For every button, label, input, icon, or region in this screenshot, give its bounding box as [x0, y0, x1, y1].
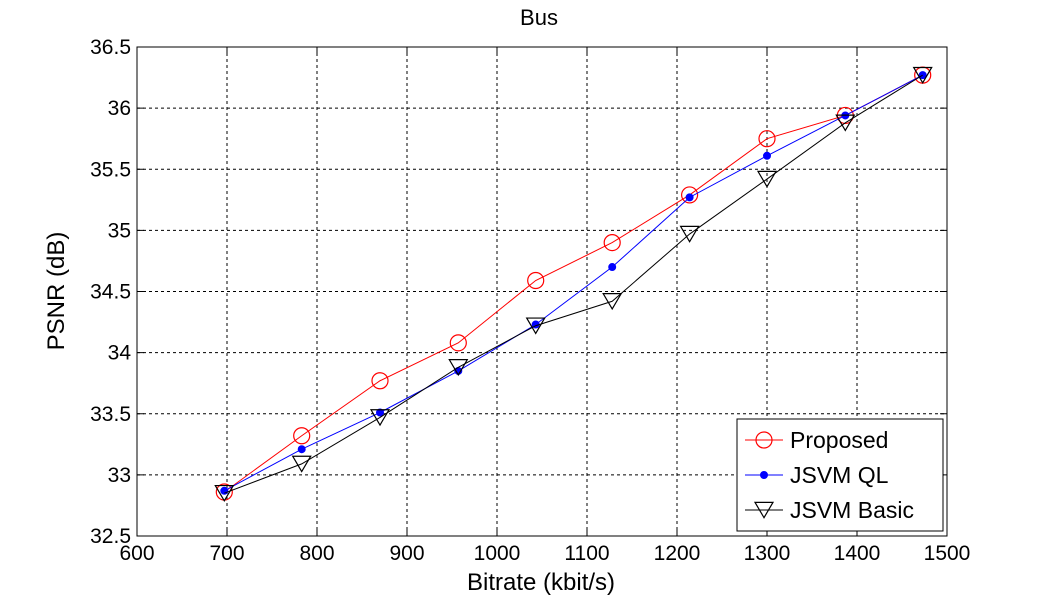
y-tick-label: 36	[108, 97, 131, 120]
data-point	[220, 486, 229, 495]
series-proposed	[215, 66, 932, 501]
data-point	[685, 193, 694, 202]
data-point	[835, 114, 856, 132]
x-axis-title: Bitrate (kbit/s)	[467, 569, 615, 596]
data-point	[525, 317, 546, 335]
data-point	[214, 484, 235, 503]
data-point	[608, 263, 617, 272]
x-tick-label: 1100	[564, 542, 609, 565]
x-tick-label: 1500	[924, 542, 971, 565]
y-tick-label: 34	[108, 342, 132, 365]
data-point	[376, 408, 384, 417]
data-point	[369, 409, 391, 427]
y-tick-label: 35	[108, 219, 131, 242]
data-point	[291, 455, 312, 473]
data-point	[371, 372, 389, 390]
y-tick-label: 33	[108, 464, 131, 487]
legend-marker	[760, 471, 768, 479]
data-point	[679, 225, 700, 243]
legend-label: Proposed	[790, 427, 888, 453]
x-tick-label: 700	[209, 542, 244, 565]
data-point	[763, 151, 771, 160]
y-tick-label: 33.5	[90, 403, 131, 426]
data-point	[448, 359, 469, 377]
series-line	[224, 74, 923, 494]
series-line	[224, 74, 923, 492]
x-tick-label: 900	[389, 542, 424, 565]
x-tick-label: 1200	[654, 542, 701, 565]
data-point	[756, 170, 778, 188]
y-tick-label: 34.5	[90, 281, 131, 304]
data-point	[680, 186, 699, 204]
x-tick-label: 1400	[834, 542, 881, 565]
legend-marker	[753, 501, 775, 519]
series-line	[224, 74, 923, 493]
data-point	[449, 334, 467, 352]
data-point	[912, 66, 933, 84]
legend-entry: Proposed	[745, 427, 888, 453]
data-point	[527, 271, 545, 290]
x-tick-label: 1300	[744, 542, 791, 565]
y-axis-title: PSNR (dB)	[43, 232, 70, 351]
x-tick-label: 800	[299, 542, 334, 565]
data-point	[603, 234, 621, 252]
legend-label: JSVM Basic	[790, 497, 914, 523]
legend-entry: JSVM Basic	[745, 497, 914, 523]
data-point	[297, 445, 306, 454]
series-jsvm-ql	[220, 71, 927, 495]
y-tick-label: 32.5	[90, 525, 131, 548]
data-point	[758, 130, 776, 148]
legend-label: JSVM QL	[790, 462, 889, 488]
legend-entry: JSVM QL	[745, 462, 889, 488]
x-tick-label: 1000	[474, 542, 521, 565]
legend-marker	[755, 431, 773, 449]
data-point	[293, 427, 311, 445]
legend: Proposed JSVM QL JSVM Basic	[736, 418, 944, 532]
y-tick-label: 36.5	[90, 36, 131, 59]
x-tick-label: 600	[119, 542, 154, 565]
chart-title: Bus	[520, 5, 558, 30]
y-tick-label: 35.5	[90, 158, 131, 181]
series-jsvm-basic	[214, 66, 933, 503]
data-point	[602, 293, 623, 311]
